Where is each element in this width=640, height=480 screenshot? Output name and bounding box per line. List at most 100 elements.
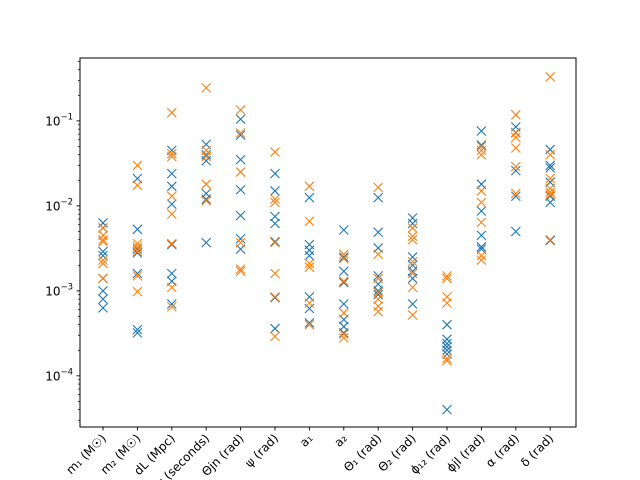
marker-s2-c5-p5	[270, 291, 280, 302]
y-tick-label: 10−2	[45, 197, 73, 213]
marker-s2-c4-p3	[235, 237, 246, 248]
marker-s2-c13-p4	[545, 187, 556, 198]
marker-s2-c11-p4	[476, 197, 487, 208]
marker-s1-c11-p5	[476, 241, 487, 252]
marker-s2-c8-p4	[373, 294, 384, 304]
marker-s2-c1-p1	[132, 180, 143, 191]
marker-s2-c0-p3	[98, 236, 108, 247]
marker-s2-c7-p0	[338, 249, 349, 260]
marker-s2-c12-p2	[510, 132, 521, 143]
marker-s2-c2-p7	[166, 301, 177, 312]
marker-s2-c5-p3	[270, 237, 280, 248]
marker-s2-c6-p5	[304, 319, 315, 330]
marker-s1-c1-p5	[132, 324, 143, 335]
marker-s2-c8-p6	[373, 306, 384, 317]
marker-s2-c2-p3	[166, 191, 177, 202]
marker-s1-c5-p0	[270, 168, 280, 179]
marker-s1-c2-p3	[166, 199, 177, 209]
marker-s2-c4-p5	[235, 266, 246, 277]
marker-s2-c1-p5	[132, 271, 143, 281]
marker-s2-c2-p5	[166, 238, 177, 249]
marker-s2-c6-p4	[304, 298, 315, 308]
marker-s2-c5-p1	[270, 194, 280, 205]
marker-s2-c10-p4	[442, 353, 452, 364]
marker-s1-c13-p2	[545, 163, 556, 173]
marker-s1-c7-p4	[338, 299, 349, 309]
marker-s1-c4-p5	[235, 233, 246, 244]
marker-s1-c13-p6	[545, 235, 556, 246]
marker-s2-c13-p1	[545, 149, 556, 160]
marker-s2-c3-p4	[201, 195, 212, 206]
marker-s1-c6-p3	[304, 250, 315, 261]
marker-s2-c7-p1	[338, 253, 349, 264]
marker-s2-c1-p4	[132, 246, 143, 257]
marker-s2-c8-p2	[373, 273, 384, 284]
marker-s2-c4-p1	[235, 128, 246, 138]
marker-s2-c2-p4	[166, 209, 177, 220]
marker-s1-c0-p0	[98, 218, 108, 228]
marker-s1-c7-p2	[338, 266, 349, 277]
marker-s1-c11-p4	[476, 230, 487, 241]
marker-s2-c2-p2	[166, 151, 177, 162]
marker-s1-c9-p1	[407, 218, 418, 229]
marker-s2-c1-p0	[132, 160, 143, 171]
y-tick-label: 10−4	[45, 367, 73, 383]
marker-s2-c9-p1	[407, 231, 418, 242]
marker-s1-c9-p5	[407, 273, 418, 284]
marker-s1-c8-p1	[373, 227, 384, 238]
marker-s1-c0-p7	[98, 303, 108, 313]
marker-s2-c9-p0	[407, 223, 418, 233]
marker-s2-c11-p0	[476, 141, 487, 152]
marker-s2-c4-p2	[235, 167, 246, 177]
marker-s2-c9-p5	[407, 282, 418, 293]
marker-s1-c7-p3	[338, 277, 349, 288]
marker-s1-c1-p4	[132, 268, 143, 279]
marker-s1-c2-p4	[166, 239, 177, 250]
marker-s1-c3-p2	[201, 155, 212, 166]
marker-s2-c13-p0	[545, 71, 556, 82]
marker-s2-c9-p4	[407, 268, 418, 279]
marker-s1-c1-p1	[132, 224, 143, 235]
marker-s2-c7-p5	[338, 332, 349, 343]
marker-s1-c6-p6	[304, 317, 315, 328]
marker-s2-c9-p2	[407, 234, 418, 245]
marker-s1-c10-p0	[442, 319, 452, 330]
marker-s1-c4-p3	[235, 184, 246, 195]
marker-s2-c8-p0	[373, 182, 384, 193]
marker-s1-c2-p5	[166, 268, 177, 279]
marker-s2-c5-p0	[270, 147, 280, 157]
marker-s1-c8-p5	[373, 285, 384, 296]
marker-s2-c11-p7	[476, 255, 487, 266]
marker-s2-c11-p3	[476, 186, 487, 196]
marker-s2-c5-p6	[270, 331, 280, 342]
marker-s1-c2-p1	[166, 168, 177, 179]
marker-s1-c13-p1	[545, 160, 556, 171]
marker-s2-c12-p0	[510, 109, 521, 120]
marker-s1-c2-p2	[166, 181, 177, 192]
marker-s1-c3-p4	[201, 194, 212, 205]
marker-s2-c11-p1	[476, 145, 487, 156]
marker-s1-c8-p6	[373, 289, 384, 300]
marker-s2-c2-p0	[166, 107, 177, 118]
marker-s1-c7-p0	[338, 225, 349, 235]
marker-s1-c4-p2	[235, 154, 246, 165]
y-tick-label: 10−3	[45, 282, 73, 298]
marker-s2-c11-p6	[476, 250, 487, 261]
marker-s1-c4-p4	[235, 210, 246, 221]
marker-s2-c0-p0	[98, 223, 108, 233]
marker-s2-c10-p3	[442, 298, 452, 308]
marker-s1-c9-p4	[407, 266, 418, 277]
marker-s2-c3-p0	[201, 82, 212, 93]
marker-s2-c1-p3	[132, 241, 143, 252]
marker-s2-c10-p5	[442, 355, 452, 366]
marker-s1-c10-p1	[442, 334, 452, 345]
marker-s1-c4-p1	[235, 130, 246, 141]
marker-s1-c1-p6	[132, 328, 143, 338]
marker-s1-c2-p7	[166, 299, 177, 309]
marker-s1-c5-p6	[270, 323, 280, 334]
marker-s1-c8-p0	[373, 192, 384, 203]
marker-s2-c13-p6	[545, 234, 556, 245]
marker-s2-c2-p1	[166, 148, 177, 159]
marker-s2-c12-p3	[510, 143, 521, 153]
